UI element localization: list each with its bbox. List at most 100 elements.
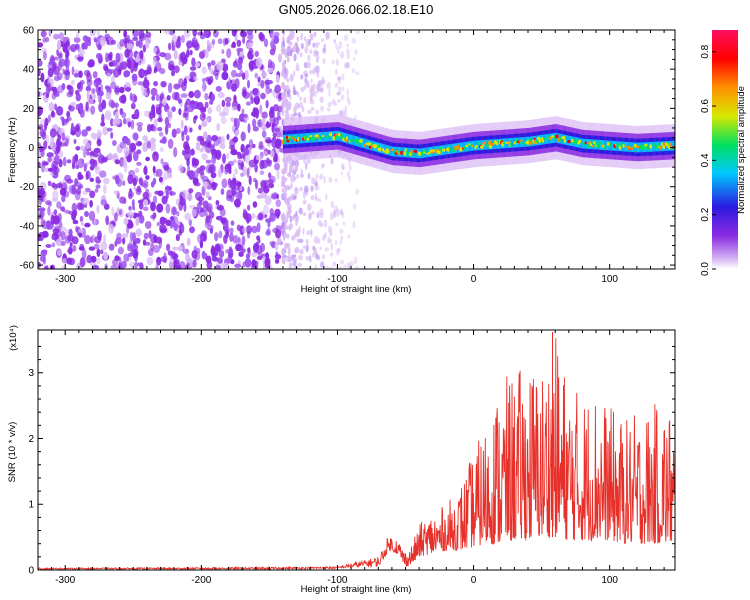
faint-blob	[310, 177, 316, 185]
faint-blob	[346, 53, 350, 60]
noise-blob	[274, 84, 282, 94]
noise-blob	[252, 143, 256, 149]
noise-blob	[192, 259, 197, 268]
faint-blob	[320, 105, 324, 112]
noise-blob	[231, 30, 237, 37]
noise-blob	[168, 42, 172, 51]
noise-blob	[267, 67, 274, 74]
noise-blob	[150, 137, 157, 143]
colorbar-tick-label: 0.6	[700, 99, 711, 113]
faint-blob	[355, 188, 360, 195]
noise-blob	[50, 214, 55, 225]
spectrogram-frame	[37, 29, 676, 270]
noise-blob	[244, 113, 248, 119]
noise-blob	[204, 77, 210, 82]
signal-core	[624, 141, 627, 152]
noise-blob	[221, 99, 226, 107]
x-tick-label: 0	[471, 274, 477, 285]
noise-blob	[58, 52, 63, 59]
noise-blob	[145, 40, 150, 49]
noise-blob	[48, 201, 52, 208]
signal-core	[317, 132, 320, 143]
faint-blob	[312, 42, 316, 48]
faint-blob	[325, 31, 330, 40]
noise-blob	[201, 153, 208, 161]
faint-blob	[310, 86, 315, 95]
faint-blob	[334, 240, 338, 246]
noise-blob	[235, 73, 243, 78]
signal-core	[452, 143, 455, 154]
faint-blob	[287, 208, 292, 214]
faint-blob	[330, 200, 335, 209]
noise-blob	[45, 264, 49, 269]
signal-hot	[584, 141, 587, 144]
noise-blob	[276, 116, 282, 121]
noise-blob	[161, 136, 167, 144]
noise-blob	[99, 84, 104, 93]
noise-blob	[159, 146, 164, 153]
noise-blob	[191, 157, 197, 165]
noise-blob	[197, 196, 205, 202]
noise-blob	[265, 100, 269, 109]
noise-blob	[38, 59, 43, 67]
faint-blob	[303, 185, 309, 194]
faint-blob	[300, 42, 304, 50]
noise-blob	[44, 122, 48, 131]
noise-blob	[188, 188, 194, 194]
noise-blob	[241, 248, 246, 253]
noise-blob	[237, 159, 243, 164]
noise-blob	[82, 198, 90, 205]
noise-blob	[163, 171, 169, 181]
faint-blob	[287, 203, 292, 210]
noise-blob	[80, 220, 84, 227]
noise-blob	[189, 149, 195, 156]
noise-blob	[82, 148, 87, 158]
noise-blob	[271, 122, 276, 128]
faint-blob	[323, 219, 328, 228]
noise-blob	[233, 94, 237, 103]
noise-blob	[89, 177, 95, 182]
noise-blob	[182, 248, 190, 254]
faint-blob	[327, 101, 332, 108]
noise-blob	[114, 240, 118, 247]
noise-blob	[169, 257, 173, 267]
noise-blob	[144, 241, 151, 246]
noise-blob	[247, 204, 251, 211]
faint-blob	[299, 96, 302, 102]
signal-hot	[448, 147, 453, 151]
faint-blob	[343, 264, 347, 269]
noise-blob	[207, 224, 214, 231]
noise-blob	[258, 141, 264, 149]
signal-hot	[471, 144, 474, 148]
noise-blob	[131, 199, 135, 208]
noise-blob	[246, 30, 253, 36]
faint-blob	[304, 84, 307, 90]
noise-blob	[184, 144, 191, 155]
noise-blob	[61, 206, 66, 212]
noise-blob	[241, 235, 246, 246]
noise-blob	[222, 63, 229, 72]
x-tick-label: -300	[55, 274, 75, 285]
noise-blob	[92, 71, 98, 79]
signal-core	[653, 141, 655, 152]
faint-blob	[340, 259, 345, 265]
faint-blob	[302, 245, 306, 249]
faint-blob	[355, 71, 360, 76]
noise-blob	[113, 190, 119, 195]
noise-blob	[242, 227, 248, 234]
noise-blob	[216, 123, 221, 131]
faint-blob	[300, 32, 303, 41]
noise-blob	[179, 163, 184, 174]
faint-blob	[337, 76, 342, 81]
faint-blob	[292, 45, 297, 51]
noise-blob	[165, 203, 171, 214]
faint-blob	[352, 203, 357, 210]
signal-hot	[657, 143, 660, 146]
noise-blob	[206, 40, 210, 46]
signal-hot	[363, 144, 367, 147]
noise-blob	[216, 104, 222, 113]
noise-blob	[172, 246, 179, 251]
noise-blob	[229, 179, 237, 190]
noise-blob	[181, 223, 185, 234]
noise-blob	[275, 130, 282, 138]
